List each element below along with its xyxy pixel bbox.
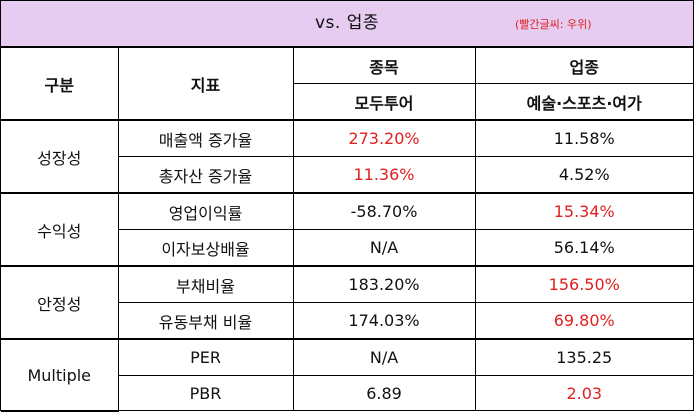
industry-value: 56.14% [474, 229, 693, 267]
industry-value: 135.25 [474, 338, 693, 376]
industry-value: 69.80% [474, 302, 693, 340]
indicator-name: 매출액 증가율 [117, 119, 294, 157]
stock-value: N/A [292, 338, 476, 376]
indicator-name: 유동부채 비율 [118, 302, 294, 340]
indicator-name: PBR [118, 375, 294, 411]
industry-value: 2.03 [474, 375, 693, 411]
indicator-name: 부채비율 [117, 265, 294, 303]
group-name: Multiple [1, 338, 119, 412]
header-stock-name: 모두투어 [293, 83, 476, 121]
stock-value: 183.20% [292, 265, 476, 303]
industry-value: 4.52% [474, 156, 693, 194]
stock-value: -58.70% [292, 192, 476, 230]
group-name: 성장성 [1, 119, 119, 194]
title-bar: vs. 업종 (빨간글씨: 우위) [1, 1, 693, 47]
industry-value: 15.34% [474, 192, 693, 230]
industry-value: 11.58% [474, 119, 693, 157]
stock-value: 6.89 [292, 375, 476, 411]
stock-value: N/A [292, 229, 476, 267]
group-name: 수익성 [1, 192, 119, 267]
header-category: 구분 [1, 47, 119, 121]
header-industry-name: 예술·스포츠·여가 [474, 83, 693, 121]
header-indicator: 지표 [117, 47, 294, 121]
comparison-table: 구분 지표 종목 업종 모두투어 예술·스포츠·여가 성장성 매출액 증가율 2… [1, 47, 693, 412]
industry-value: 156.50% [474, 265, 693, 303]
group-name: 안정성 [1, 265, 119, 340]
header-stock-group: 종목 [292, 47, 476, 84]
panel-title: vs. 업종 [314, 13, 379, 33]
legend-note: (빨간글씨: 우위) [515, 18, 592, 31]
indicator-name: 이자보상배율 [118, 229, 294, 267]
header-industry-group: 업종 [474, 47, 693, 84]
stock-value: 174.03% [292, 302, 476, 340]
stock-value: 11.36% [292, 156, 476, 194]
indicator-name: 영업이익률 [117, 192, 294, 230]
indicator-name: 총자산 증가율 [118, 156, 294, 194]
indicator-name: PER [117, 338, 294, 376]
stock-value: 273.20% [292, 119, 476, 157]
